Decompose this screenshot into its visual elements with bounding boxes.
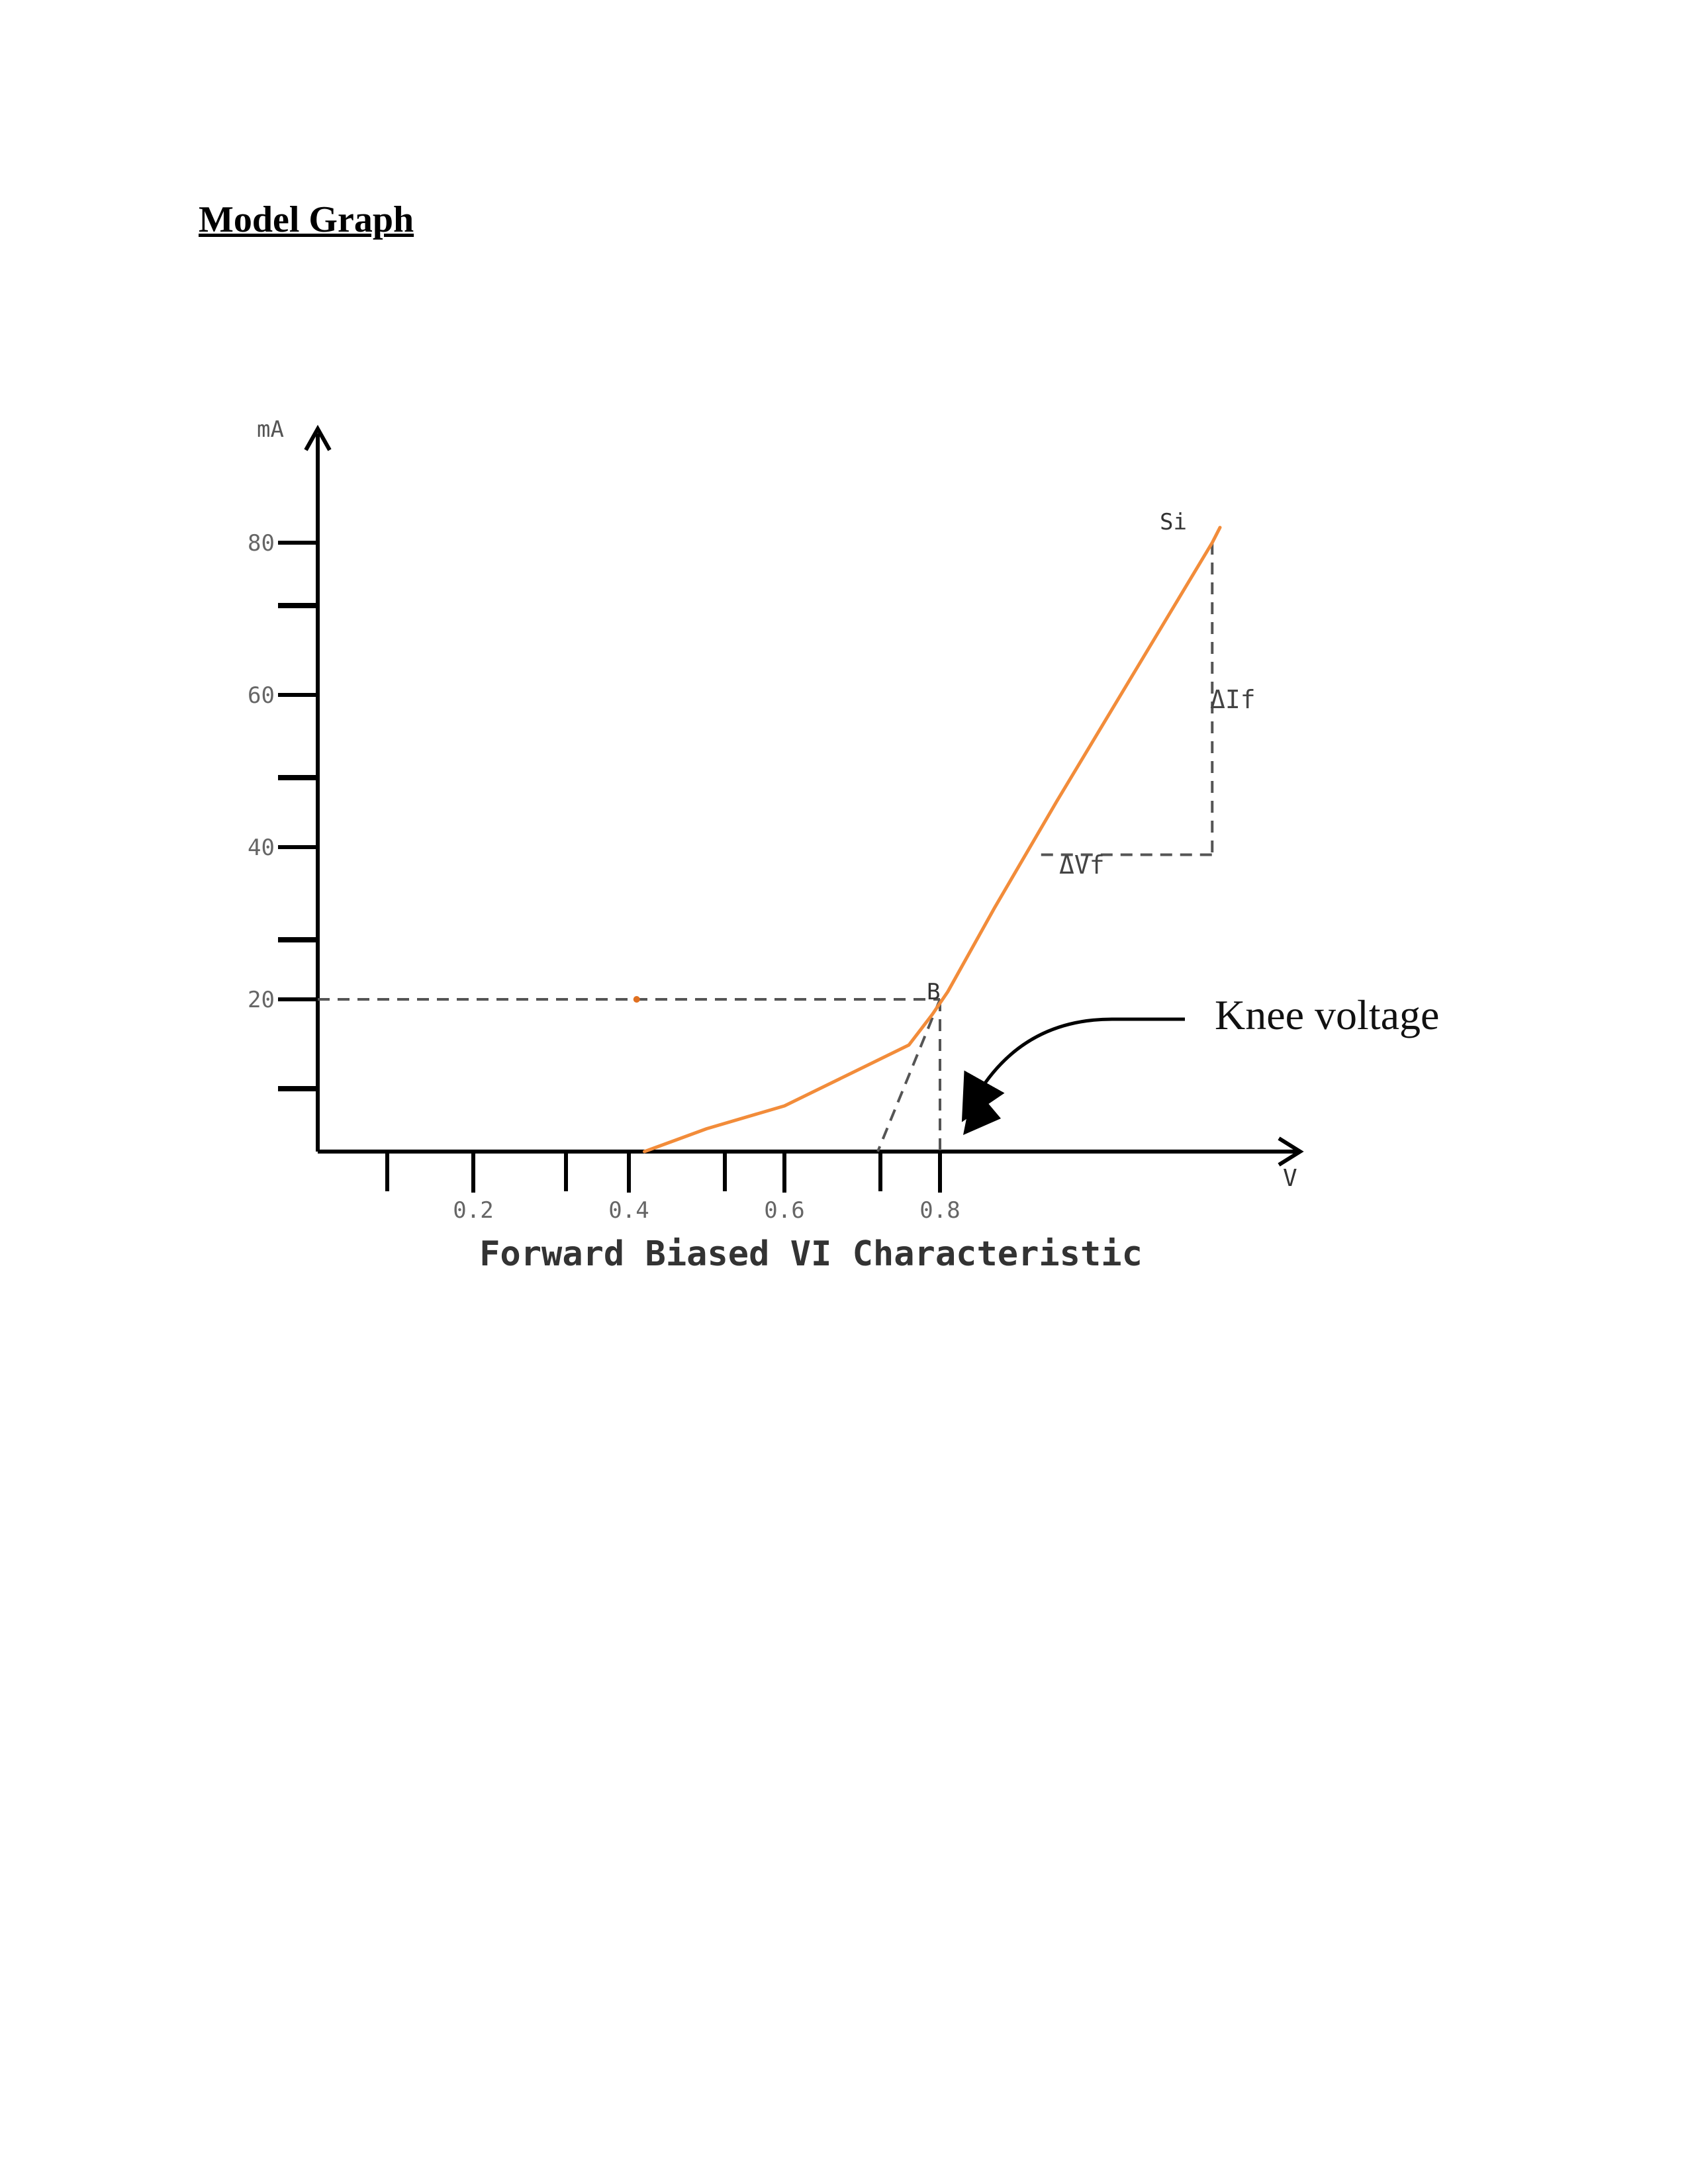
y-ticks: 20 40 60 80 <box>248 530 318 1013</box>
page-title: Model Graph <box>199 199 414 240</box>
series-line <box>643 525 1222 1154</box>
x-minor-ticks <box>385 1152 882 1191</box>
x-tick-label: 0.2 <box>453 1197 493 1224</box>
x-tick-label: 0.4 <box>608 1197 649 1224</box>
guide-lines <box>318 543 1214 1152</box>
y-minor-ticks <box>278 603 318 1091</box>
y-axis-label: mA <box>257 416 284 443</box>
knee-voltage-label: Knee voltage <box>1215 991 1439 1038</box>
series-layer <box>643 525 1222 1154</box>
y-tick-label: 40 <box>248 835 275 861</box>
x-axis-label: V <box>1283 1165 1297 1192</box>
x-tick-label: 0.8 <box>919 1197 960 1224</box>
point-si-label: Si <box>1160 509 1187 535</box>
y-tick-label: 80 <box>248 530 275 557</box>
y-tick-label: 20 <box>248 987 275 1013</box>
x-ticks: 0.2 0.4 0.6 0.8 <box>453 1152 961 1224</box>
knee-arrowhead <box>963 1085 1001 1135</box>
knee-arrow <box>961 1017 1113 1122</box>
tangent-extension <box>876 999 941 1152</box>
delta-i-label: ΔIf <box>1210 685 1256 714</box>
point-b-label: B <box>927 979 940 1005</box>
guide-marker <box>633 996 640 1003</box>
y-tick-label: 60 <box>248 682 275 709</box>
delta-v-label: ΔVf <box>1059 850 1105 880</box>
chart-title: Forward Biased VI Characteristic <box>479 1234 1143 1274</box>
y-axis-arrow <box>304 424 332 451</box>
x-tick-label: 0.6 <box>764 1197 804 1224</box>
x-axis-arrow <box>1278 1136 1304 1167</box>
